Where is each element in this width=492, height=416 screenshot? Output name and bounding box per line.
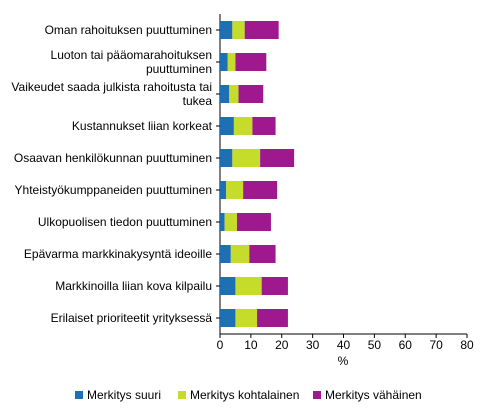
x-tick-label: 10 bbox=[244, 338, 258, 352]
bar-segment bbox=[249, 245, 276, 263]
bar-segment bbox=[227, 53, 236, 71]
y-tick-label: Osaavan henkilökunnan puuttuminen bbox=[13, 151, 212, 165]
x-tick-label: 40 bbox=[337, 338, 351, 352]
bar-segment bbox=[238, 85, 264, 103]
bar-segment bbox=[229, 85, 239, 103]
legend-swatch bbox=[178, 391, 186, 399]
legend-label: Merkitys kohtalainen bbox=[190, 388, 299, 402]
x-tick-label: 70 bbox=[429, 338, 443, 352]
bar-segment bbox=[226, 181, 244, 199]
y-tick-label: Oman rahoituksen puuttuminen bbox=[44, 23, 212, 37]
bar-segment bbox=[235, 277, 262, 295]
bar-segment bbox=[232, 149, 261, 167]
bar-segment bbox=[220, 21, 233, 39]
legend-swatch bbox=[75, 391, 83, 399]
bar-segment bbox=[220, 85, 230, 103]
bar-segment bbox=[220, 53, 228, 71]
bar-segment bbox=[252, 117, 276, 135]
y-tick-label: Ulkopuolisen tiedon puuttuminen bbox=[37, 215, 212, 229]
y-tick-label: Markkinoilla liian kova kilpailu bbox=[55, 279, 212, 293]
bar-segment bbox=[220, 277, 236, 295]
x-tick-label: 60 bbox=[399, 338, 413, 352]
x-tick-label: 30 bbox=[306, 338, 320, 352]
bar-segment bbox=[220, 213, 225, 231]
x-tick-label: 0 bbox=[217, 338, 224, 352]
bar-segment bbox=[244, 21, 279, 39]
bar-segment bbox=[232, 21, 245, 39]
y-tick-label: Epävarma markkinakysyntä ideoille bbox=[23, 247, 212, 261]
x-tick-label: 50 bbox=[368, 338, 382, 352]
y-tick-label: Erilaiset prioriteetit yrityksessä bbox=[50, 311, 212, 325]
legend-swatch bbox=[313, 391, 321, 399]
y-tick-label: Yhteistyökumppaneiden puuttuminen bbox=[14, 183, 212, 197]
y-tick-label: Luoton tai pääomarahoituksen puuttuminen bbox=[50, 48, 212, 76]
x-axis-label: % bbox=[338, 354, 349, 368]
x-tick-label: 20 bbox=[275, 338, 289, 352]
bar-segment bbox=[257, 309, 288, 327]
legend-label: Merkitys suuri bbox=[87, 388, 161, 402]
bar-segment bbox=[220, 245, 231, 263]
bar-segment bbox=[224, 213, 237, 231]
bar-segment bbox=[220, 117, 234, 135]
y-tick-label: Vaikeudet saada julkista rahoitusta tai … bbox=[11, 80, 212, 108]
y-tick-label: Kustannukset liian korkeat bbox=[71, 119, 212, 133]
bar-segment bbox=[243, 181, 278, 199]
bar-segment bbox=[220, 149, 233, 167]
bar-segment bbox=[235, 53, 267, 71]
bar-segment bbox=[260, 149, 295, 167]
bar-segment bbox=[261, 277, 288, 295]
bar-segment bbox=[220, 309, 236, 327]
x-tick-label: 80 bbox=[460, 338, 474, 352]
bar-segment bbox=[220, 181, 227, 199]
bar-segment bbox=[233, 117, 253, 135]
bar-segment bbox=[236, 213, 271, 231]
bar-segment bbox=[230, 245, 250, 263]
bar-segment bbox=[235, 309, 258, 327]
legend-label: Merkitys vähäinen bbox=[325, 388, 422, 402]
